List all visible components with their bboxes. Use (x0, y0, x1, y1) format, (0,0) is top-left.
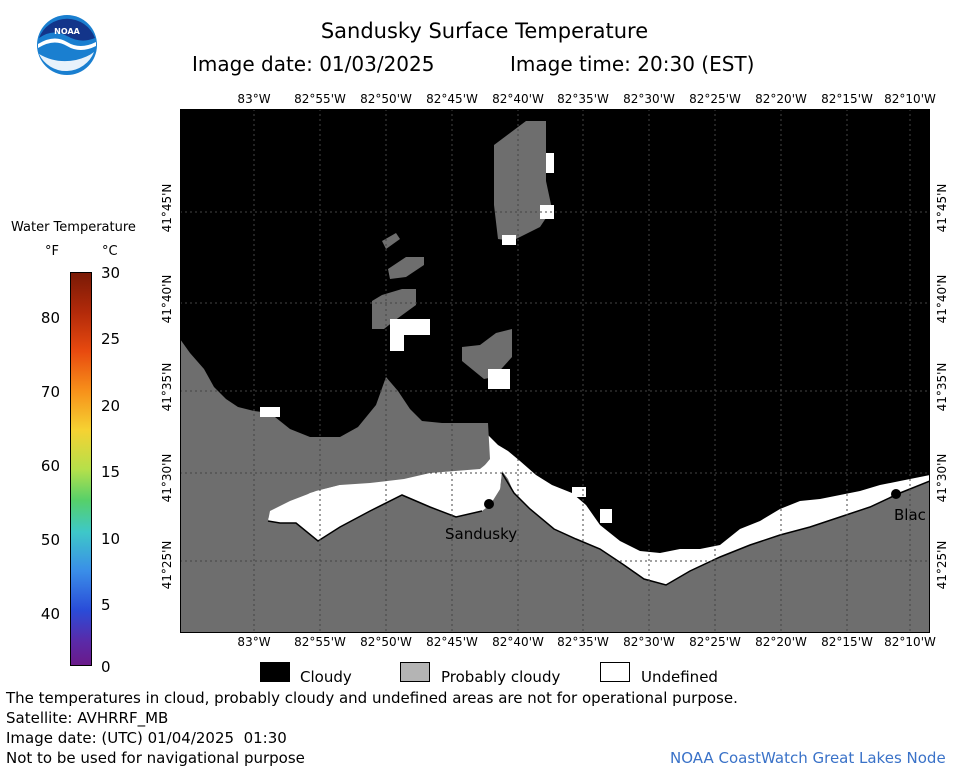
blac-marker-icon (891, 489, 901, 499)
noaa-logo-icon: NOAA (37, 15, 97, 75)
undefined-pixel (572, 487, 586, 497)
probably-cloudy-area (180, 339, 930, 633)
image-time-label: Image time: 20:30 (EST) (510, 52, 755, 76)
undefined-pixel (390, 335, 404, 351)
lon-label-top: 82°20'W (755, 92, 807, 106)
legend-f-tick: 60 (40, 457, 60, 475)
lat-label-left: 41°35'N (160, 362, 174, 412)
satellite-text: Satellite: AVHRRF_MB (6, 709, 169, 727)
legend-c-tick: 0 (101, 658, 111, 676)
surface-temperature-map: Sandusky Blac (180, 109, 930, 633)
legend-c-tick: 15 (101, 463, 121, 481)
lat-label-right: 41°30'N (935, 453, 949, 503)
lat-label-left: 41°40'N (160, 274, 174, 324)
probably-cloudy-patch (388, 257, 424, 279)
lon-label-bottom: 82°40'W (492, 635, 544, 649)
probably-cloudy-patch (372, 289, 416, 329)
lon-label-bottom: 82°25'W (689, 635, 741, 649)
key-label-cloudy: Cloudy (300, 668, 352, 686)
lon-label-top: 82°25'W (689, 92, 741, 106)
lon-label-bottom: 83°W (237, 635, 271, 649)
lon-label-bottom: 82°10'W (884, 635, 936, 649)
probably-cloudy-patch (494, 121, 552, 241)
lat-label-right: 41°40'N (935, 274, 949, 324)
legend-unit-f: °F (45, 244, 59, 259)
legend-title: Water Temperature (11, 220, 136, 235)
undefined-pixel (502, 235, 516, 245)
shoreline (267, 472, 930, 586)
disclaimer-text: The temperatures in cloud, probably clou… (6, 689, 738, 707)
lat-label-right: 41°25'N (935, 540, 949, 590)
undefined-pixel (260, 407, 280, 417)
legend-unit-c: °C (102, 244, 118, 259)
legend-c-tick: 30 (101, 264, 121, 282)
legend-c-tick: 20 (101, 397, 121, 415)
credit-text: NOAA CoastWatch Great Lakes Node (670, 749, 946, 767)
lon-label-top: 82°45'W (426, 92, 478, 106)
legend-f-tick: 40 (40, 605, 60, 623)
lat-label-right: 41°45'N (935, 183, 949, 233)
undefined-pixel (488, 369, 510, 389)
undefined-bay (268, 461, 502, 541)
image-date-label: Image date: 01/03/2025 (192, 52, 435, 76)
lon-label-bottom: 82°55'W (294, 635, 346, 649)
lat-label-right: 41°35'N (935, 362, 949, 412)
key-swatch-probably-cloudy (400, 662, 430, 682)
key-swatch-cloudy (260, 662, 290, 682)
lat-label-left: 41°45'N (160, 183, 174, 233)
legend-f-tick: 70 (40, 383, 60, 401)
map-frame (180, 109, 930, 633)
lon-label-top: 82°35'W (557, 92, 609, 106)
legend-c-tick: 5 (101, 596, 111, 614)
logo-text: NOAA (54, 27, 80, 36)
temperature-color-bar (70, 272, 92, 666)
key-label-probably-cloudy: Probably cloudy (441, 668, 561, 686)
legend-f-tick: 80 (40, 309, 60, 327)
lon-label-bottom: 82°20'W (755, 635, 807, 649)
undefined-pixel (390, 319, 430, 335)
graticule (180, 109, 930, 633)
undefined-pixel (546, 153, 554, 173)
lon-label-top: 82°55'W (294, 92, 346, 106)
navigation-warning-text: Not to be used for navigational purpose (6, 749, 305, 767)
utc-date-text: Image date: (UTC) 01/04/2025 01:30 (6, 729, 287, 747)
lon-label-top: 82°15'W (821, 92, 873, 106)
lon-label-bottom: 82°35'W (557, 635, 609, 649)
legend-f-tick: 50 (40, 531, 60, 549)
legend-c-tick: 10 (101, 530, 121, 548)
city-label-blac: Blac (894, 506, 926, 524)
lat-label-left: 41°25'N (160, 540, 174, 590)
lat-label-left: 41°30'N (160, 453, 174, 503)
lon-label-top: 82°40'W (492, 92, 544, 106)
lon-label-top: 83°W (237, 92, 271, 106)
lon-label-bottom: 82°15'W (821, 635, 873, 649)
lon-label-bottom: 82°45'W (426, 635, 478, 649)
probably-cloudy-patch (462, 329, 512, 379)
lon-label-top: 82°50'W (360, 92, 412, 106)
lon-label-bottom: 82°30'W (623, 635, 675, 649)
undefined-pixel (600, 509, 612, 523)
page-title: Sandusky Surface Temperature (320, 19, 649, 43)
lon-label-top: 82°10'W (884, 92, 936, 106)
key-label-undefined: Undefined (641, 668, 718, 686)
legend-c-tick: 25 (101, 330, 121, 348)
key-swatch-undefined (600, 662, 630, 682)
lon-label-bottom: 82°50'W (360, 635, 412, 649)
sandusky-marker-icon (484, 499, 494, 509)
city-label-sandusky: Sandusky (445, 525, 517, 543)
lon-label-top: 82°30'W (623, 92, 675, 106)
